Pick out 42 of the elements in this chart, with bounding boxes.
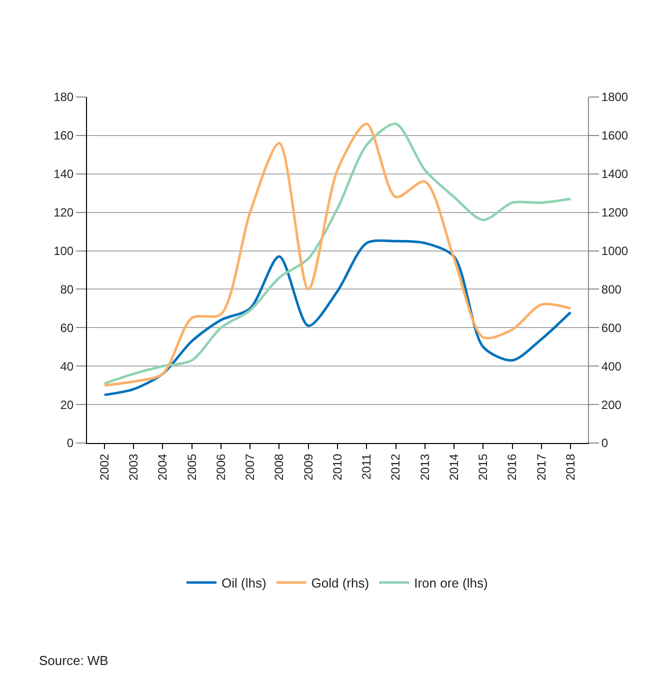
y-tick-label: 120 [54, 206, 74, 220]
x-tick-label: 2005 [184, 453, 199, 481]
source-note: Source: WB [39, 653, 108, 668]
x-tick-label: 2012 [388, 453, 403, 481]
y2-tick-label: 1200 [601, 206, 628, 220]
y2-tick-label: 400 [601, 359, 622, 374]
y-tick-label: 100 [54, 244, 74, 258]
legend-label: Oil (lhs) [222, 576, 266, 591]
x-tick-label: 2014 [446, 453, 461, 481]
x-tick-label: 2006 [214, 453, 228, 481]
y2-tick-label: 1400 [601, 167, 628, 182]
y-tick-label: 180 [54, 90, 74, 104]
y2-tick-label: 1000 [601, 244, 628, 258]
y2-tick-label: 600 [601, 320, 622, 335]
x-tick-label: 2010 [330, 453, 344, 481]
x-tick-label: 2008 [272, 453, 286, 481]
x-tick-label: 2018 [563, 453, 578, 481]
y2-tick-label: 200 [601, 398, 622, 412]
y-tick-label: 0 [66, 436, 74, 450]
x-tick-label: 2011 [360, 453, 374, 480]
y2-tick-label: 1600 [601, 128, 628, 143]
y2-tick-label: 800 [601, 282, 622, 296]
x-tick-label: 2007 [243, 453, 258, 481]
y-tick-label: 160 [54, 128, 74, 143]
y-tick-label: 20 [60, 398, 74, 412]
x-tick-label: 2017 [534, 453, 548, 481]
legend-label: Iron ore (lhs) [414, 576, 488, 591]
y-tick-label: 60 [60, 320, 74, 335]
y-tick-label: 80 [60, 282, 74, 296]
y-tick-label: 140 [54, 167, 74, 182]
x-tick-label: 2004 [156, 453, 170, 481]
x-tick-label: 2009 [301, 453, 316, 481]
x-tick-label: 2002 [97, 453, 112, 481]
x-tick-label: 2016 [505, 453, 520, 481]
y-tick-label: 40 [60, 359, 74, 374]
y2-tick-label: 1800 [601, 90, 628, 104]
x-tick-label: 2013 [418, 453, 432, 481]
x-tick-label: 2015 [476, 453, 490, 481]
y2-tick-label: 0 [601, 436, 608, 450]
x-tick-label: 2003 [126, 453, 140, 481]
line-series [103, 239, 572, 396]
legend-label: Gold (rhs) [311, 576, 370, 591]
